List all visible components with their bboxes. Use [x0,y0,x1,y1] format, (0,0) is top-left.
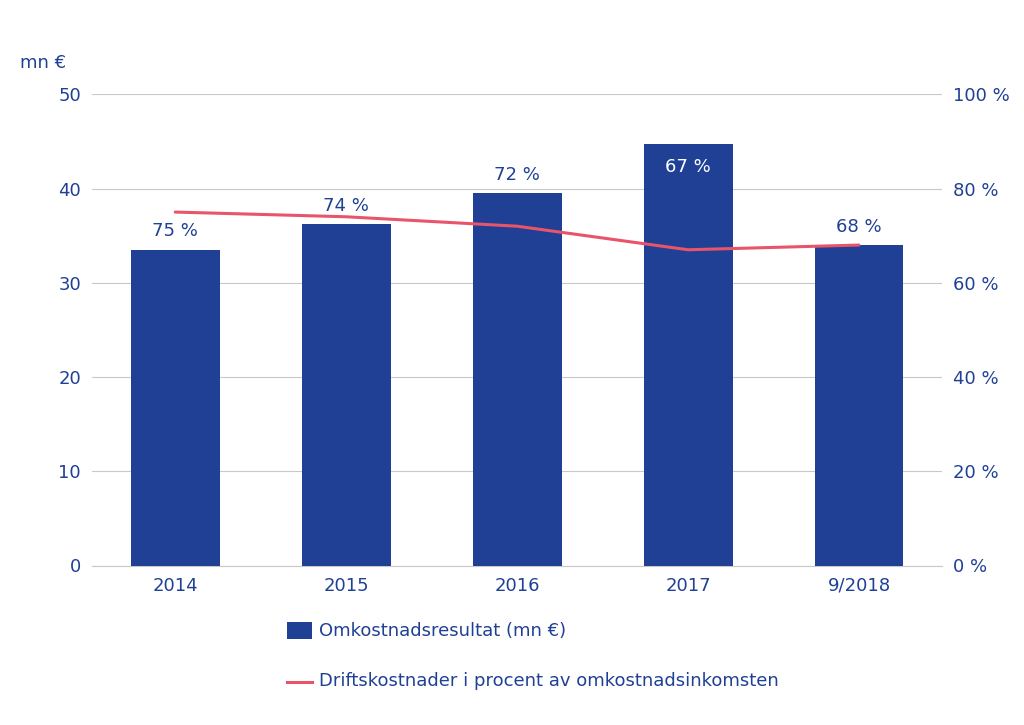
Bar [814,245,903,566]
Text: 75 %: 75 % [153,223,199,241]
Text: 72 %: 72 % [495,166,540,184]
Bar [302,224,390,566]
Text: 68 %: 68 % [837,218,882,236]
Text: 74 %: 74 % [324,197,369,215]
Bar [131,250,220,566]
Text: mn €: mn € [20,54,67,72]
Text: 67 %: 67 % [666,158,711,176]
Text: Omkostnadsresultat (mn €): Omkostnadsresultat (mn €) [319,622,566,639]
Text: Driftskostnader i procent av omkostnadsinkomsten: Driftskostnader i procent av omkostnadsi… [319,673,779,690]
Bar [644,144,732,566]
Bar [473,194,561,566]
